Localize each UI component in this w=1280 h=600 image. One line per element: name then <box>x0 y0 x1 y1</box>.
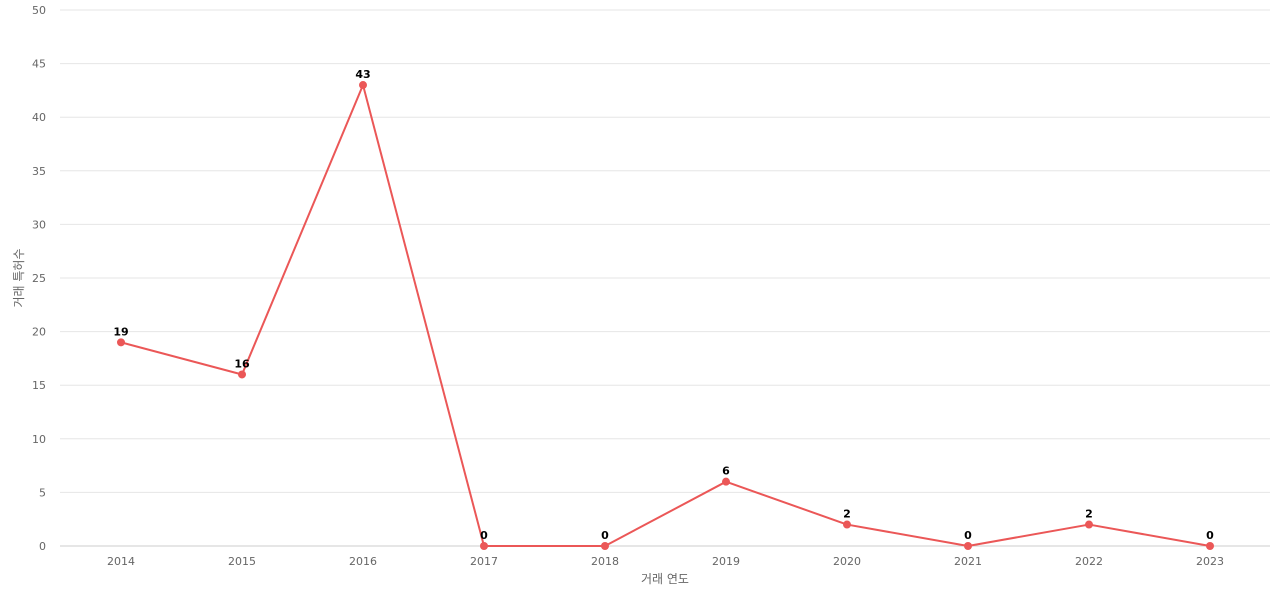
data-point[interactable] <box>964 542 972 550</box>
x-axis-ticks: 2014 2015 2016 2017 2018 2019 2020 2021 2022 2023 <box>107 555 1224 568</box>
data-label: 6 <box>722 465 730 478</box>
x-tick-label: 2016 <box>349 555 377 568</box>
y-tick-label: 30 <box>32 218 46 231</box>
data-label: 43 <box>355 68 370 81</box>
x-tick-label: 2023 <box>1196 555 1224 568</box>
data-point[interactable] <box>1206 542 1214 550</box>
y-tick-label: 50 <box>32 4 46 17</box>
y-tick-label: 40 <box>32 111 46 124</box>
y-axis-ticks: 0 5 10 15 20 25 30 35 40 45 50 <box>32 4 46 553</box>
x-axis-title: 거래 연도 <box>641 572 689 586</box>
data-label: 16 <box>234 357 250 370</box>
y-tick-label: 10 <box>32 433 46 446</box>
y-axis-title: 거래 특허수 <box>12 248 26 307</box>
data-label: 2 <box>1085 508 1093 521</box>
data-label: 2 <box>843 508 851 521</box>
data-point[interactable] <box>1085 520 1093 529</box>
y-tick-label: 35 <box>32 165 46 178</box>
x-tick-label: 2018 <box>591 555 619 568</box>
x-tick-label: 2019 <box>712 555 740 568</box>
y-tick-label: 20 <box>32 326 46 339</box>
data-label: 0 <box>480 529 488 542</box>
data-point[interactable] <box>359 81 367 90</box>
y-tick-label: 0 <box>39 540 46 553</box>
data-point[interactable] <box>843 520 851 529</box>
y-tick-label: 5 <box>39 486 46 499</box>
data-point[interactable] <box>722 477 730 486</box>
y-tick-label: 25 <box>32 272 46 285</box>
x-tick-label: 2017 <box>470 555 498 568</box>
data-label: 0 <box>964 529 972 542</box>
x-tick-label: 2022 <box>1075 555 1103 568</box>
x-tick-label: 2015 <box>228 555 256 568</box>
gridlines <box>60 9 1270 547</box>
data-label: 19 <box>113 325 128 338</box>
series-layer <box>117 81 1214 550</box>
data-point[interactable] <box>117 338 125 347</box>
data-label: 0 <box>601 529 609 542</box>
data-point[interactable] <box>238 370 246 379</box>
x-tick-label: 2021 <box>954 555 982 568</box>
data-point[interactable] <box>601 542 609 550</box>
data-labels: 19 16 43 0 0 6 2 0 2 0 <box>113 68 1214 542</box>
y-tick-label: 15 <box>32 379 46 392</box>
x-tick-label: 2014 <box>107 555 135 568</box>
data-label: 0 <box>1206 529 1214 542</box>
y-tick-label: 45 <box>32 58 46 71</box>
x-tick-label: 2020 <box>833 555 861 568</box>
data-point[interactable] <box>480 542 488 550</box>
series-line <box>120 84 1211 547</box>
